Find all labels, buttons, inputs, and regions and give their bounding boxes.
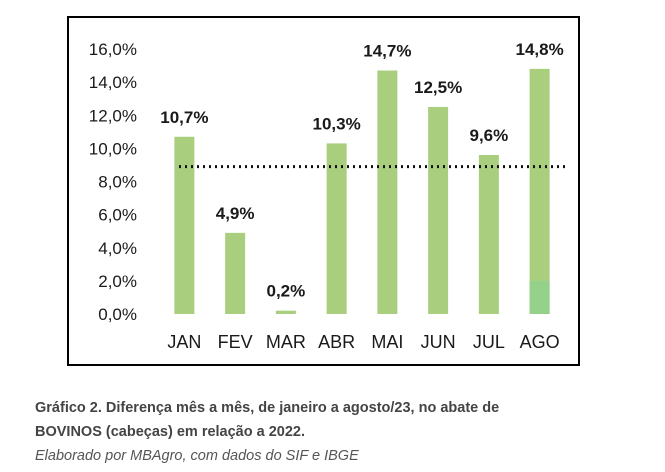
bar-chart: 0,0% 2,0% 4,0% 6,0% 8,0% 10,0% 12,0% 14,0% 16,0%… — [89, 40, 569, 352]
bar-highlight-segment — [529, 280, 550, 314]
y-tick-label: 6,0% — [98, 206, 137, 225]
x-tick-label-abr: ABR — [318, 332, 355, 352]
bar-jul — [478, 155, 499, 314]
y-tick-label: 12,0% — [89, 106, 137, 125]
y-tick-label: 8,0% — [98, 173, 137, 192]
bar-abr — [326, 143, 347, 314]
bar-ago — [529, 68, 550, 314]
bar-mar — [275, 310, 296, 314]
data-label-mar: 0,2% — [267, 282, 306, 301]
x-tick-label-ago: AGO — [520, 332, 560, 352]
data-label-jul: 9,6% — [470, 126, 509, 145]
x-tick-label-fev: FEV — [218, 332, 253, 352]
y-tick-label: 4,0% — [98, 239, 137, 258]
data-label-fev: 4,9% — [216, 204, 255, 223]
x-tick-label-jul: JUL — [473, 332, 505, 352]
chart-frame: 0,0% 2,0% 4,0% 6,0% 8,0% 10,0% 12,0% 14,0% 16,0%… — [67, 16, 580, 366]
data-label-mai: 14,7% — [363, 42, 411, 61]
y-tick-label: 16,0% — [89, 40, 137, 59]
bar-mai — [377, 70, 398, 314]
caption-line-2: BOVINOS (cabeças) em relação a 2022. — [35, 424, 306, 440]
bar-jan — [174, 136, 195, 314]
x-tick-label-jan: JAN — [167, 332, 201, 352]
bar-jun — [428, 106, 449, 314]
x-tick-label-mai: MAI — [371, 332, 403, 352]
y-tick-label: 10,0% — [89, 139, 137, 158]
data-label-abr: 10,3% — [313, 114, 361, 133]
caption-source: Elaborado por MBAgro, com dados do SIF e… — [35, 448, 359, 464]
data-label-jun: 12,5% — [414, 78, 462, 97]
y-tick-label: 0,0% — [98, 305, 137, 324]
data-label-jan: 10,7% — [160, 108, 208, 127]
y-tick-label: 14,0% — [89, 73, 137, 92]
x-tick-label-jun: JUN — [421, 332, 456, 352]
bar-fev — [225, 232, 246, 314]
x-tick-label-mar: MAR — [266, 332, 306, 352]
data-label-ago: 14,8% — [516, 40, 564, 59]
caption-line-1: Gráfico 2. Diferença mês a mês, de janei… — [35, 400, 500, 416]
figure-caption: Gráfico 2. Diferença mês a mês, de janei… — [35, 396, 635, 468]
y-tick-label: 2,0% — [98, 272, 137, 291]
